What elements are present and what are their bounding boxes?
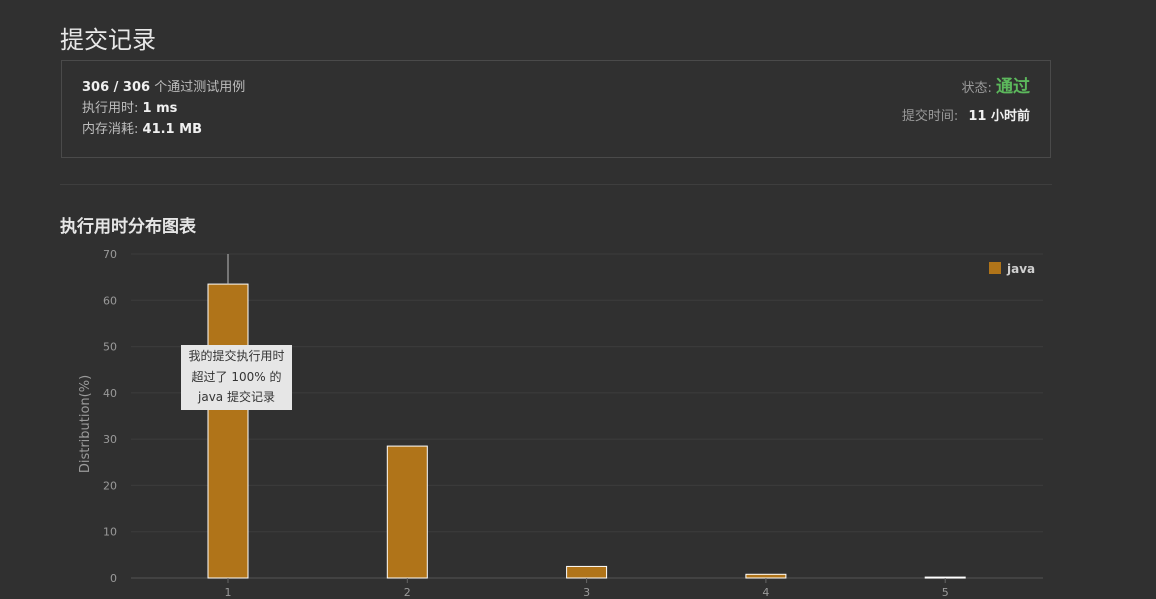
summary-stats: 306 / 306 个通过测试用例 执行用时: 1 ms 内存消耗: 41.1 …	[82, 77, 245, 140]
testcase-label: 个通过测试用例	[154, 80, 246, 95]
submission-summary-card: 306 / 306 个通过测试用例 执行用时: 1 ms 内存消耗: 41.1 …	[61, 60, 1051, 158]
chart-tooltip: 我的提交执行用时 超过了 100% 的 java 提交记录	[181, 345, 292, 410]
tooltip-line: 我的提交执行用时	[188, 349, 285, 363]
status-label: 状态:	[961, 81, 992, 96]
bar	[566, 565, 608, 579]
memory-label: 内存消耗:	[82, 122, 139, 137]
y-tick-label: 10	[103, 526, 117, 539]
y-tick-label: 50	[103, 341, 117, 354]
memory-value: 41.1 MB	[142, 122, 202, 137]
x-tick-label: 1	[225, 586, 232, 599]
y-axis-label: Distribution(%)	[78, 375, 93, 473]
legend-swatch	[989, 262, 1001, 274]
x-tick-label: 4	[762, 586, 769, 599]
bar	[207, 283, 249, 579]
submit-time-value: 11 小时前	[968, 109, 1030, 124]
tooltip-line: java 提交记录	[198, 390, 275, 404]
y-tick-label: 60	[103, 294, 117, 307]
runtime-value: 1 ms	[142, 101, 178, 116]
bar	[924, 576, 966, 579]
y-tick-label: 70	[103, 248, 117, 261]
x-tick-label: 5	[942, 586, 949, 599]
section-divider	[60, 184, 1052, 185]
summary-status: 状态: 通过 提交时间: 11 小时前	[902, 75, 1030, 127]
legend-label: java	[1006, 262, 1035, 276]
status-row: 状态: 通过	[902, 75, 1030, 99]
y-tick-label: 30	[103, 433, 117, 446]
y-tick-label: 0	[110, 572, 117, 585]
y-tick-label: 20	[103, 479, 117, 492]
runtime-row: 执行用时: 1 ms	[82, 98, 245, 119]
testcase-count: 306 / 306	[82, 80, 151, 95]
chart-section-title: 执行用时分布图表	[60, 217, 196, 237]
bar	[386, 445, 428, 579]
runtime-distribution-chart: 0 10 20 30 40 50 60 70 Distribution(%) 1 2 3 4 5 java	[78, 248, 1043, 599]
memory-row: 内存消耗: 41.1 MB	[82, 119, 245, 140]
y-tick-label: 40	[103, 387, 117, 400]
status-value[interactable]: 通过	[996, 77, 1030, 97]
submit-time-label: 提交时间:	[901, 109, 959, 124]
x-tick-label: 3	[583, 586, 590, 599]
submit-time-row: 提交时间: 11 小时前	[902, 107, 1030, 127]
testcase-result: 306 / 306 个通过测试用例	[82, 77, 245, 98]
tooltip-line: 超过了 100% 的	[191, 369, 282, 384]
bar	[745, 573, 787, 579]
x-tick-label: 2	[404, 586, 411, 599]
runtime-label: 执行用时:	[82, 101, 139, 116]
page-title: 提交记录	[60, 26, 156, 54]
